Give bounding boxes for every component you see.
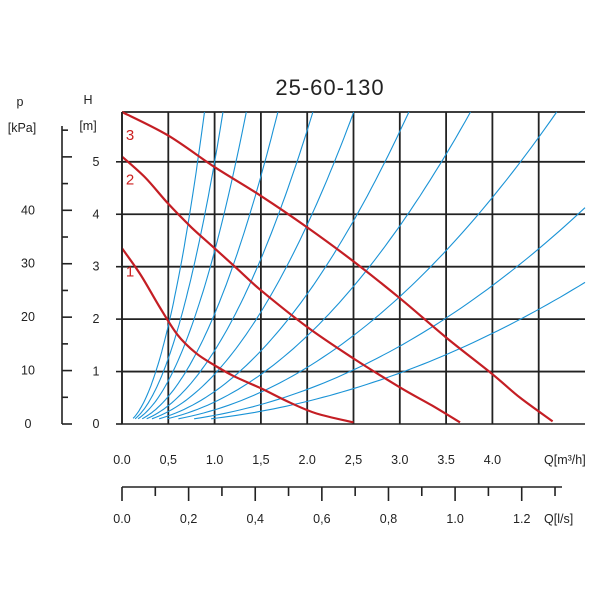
flow-m3h-tick-label: 0.0 xyxy=(113,453,130,467)
head-tick-label: 4 xyxy=(93,207,100,221)
pump-curve-3 xyxy=(121,111,554,423)
flow-ls-tick-label: 0,4 xyxy=(247,512,264,526)
head-tick-label: 2 xyxy=(93,312,100,326)
pressure-tick-label: 0 xyxy=(25,417,32,431)
flow-ls-axis-label: Q[l/s] xyxy=(544,512,573,526)
system-curve xyxy=(146,111,314,420)
head-tick-label: 3 xyxy=(93,260,100,274)
system-curve xyxy=(137,111,247,420)
grid xyxy=(121,111,585,424)
system-curve xyxy=(211,281,586,420)
flow-ls-tick-label: 0,6 xyxy=(313,512,330,526)
flow-m3h-tick-label: 2.0 xyxy=(299,453,316,467)
flow-m3h-axis-label: Q[m³/h] xyxy=(544,453,586,467)
head-tick-label: 0 xyxy=(93,417,100,431)
flow-m3h-tick-label: 2,5 xyxy=(345,453,362,467)
pump-curves: 1 2 3 xyxy=(121,111,554,424)
pressure-tick-label: 30 xyxy=(21,257,35,271)
flow-m3h-tick-label: 3.5 xyxy=(437,453,454,467)
pressure-axis-unit: [kPa] xyxy=(8,121,37,135)
flow-ls-tick-label: 1.2 xyxy=(513,512,530,526)
flow-ls-tick-label: 0,8 xyxy=(380,512,397,526)
chart-title: 25-60-130 xyxy=(275,75,384,100)
flow-m3h-tick-label: 1,5 xyxy=(252,453,269,467)
pump-curve-label-3: 3 xyxy=(126,127,134,144)
head-axis-unit: [m] xyxy=(79,119,96,133)
pump-curve-2 xyxy=(121,155,461,424)
system-curve xyxy=(151,111,355,420)
head-tick-label: 5 xyxy=(93,155,100,169)
axes xyxy=(61,112,585,501)
tick-labels: 0 1 2 3 4 5 0 10 20 30 40 0.0 0,5 1.0 1,5 2.0 2,5 3.0 3.5 4… xyxy=(21,155,530,526)
pressure-tick-label: 10 xyxy=(21,364,35,378)
flow-m3h-tick-label: 1.0 xyxy=(206,453,223,467)
pump-curve-label-2: 2 xyxy=(126,172,134,189)
head-tick-label: 1 xyxy=(93,365,100,379)
flow-ls-tick-label: 0,2 xyxy=(180,512,197,526)
pressure-axis-label: p xyxy=(17,95,24,109)
flow-ls-tick-label: 1.0 xyxy=(446,512,463,526)
system-curve xyxy=(178,111,558,420)
flow-ls-tick-label: 0.0 xyxy=(113,512,130,526)
system-curve xyxy=(141,111,279,420)
system-curve xyxy=(194,207,586,420)
system-curve xyxy=(159,111,410,420)
head-axis-label: H xyxy=(83,93,92,107)
flow-m3h-tick-label: 3.0 xyxy=(391,453,408,467)
system-curve xyxy=(134,111,224,420)
pump-curve-label-1: 1 xyxy=(126,263,134,280)
flow-m3h-tick-label: 0,5 xyxy=(160,453,177,467)
flow-m3h-tick-label: 4.0 xyxy=(484,453,501,467)
system-curve xyxy=(167,111,471,420)
pressure-tick-label: 20 xyxy=(21,310,35,324)
pressure-tick-label: 40 xyxy=(21,203,35,217)
pump-curve-1 xyxy=(121,247,354,424)
